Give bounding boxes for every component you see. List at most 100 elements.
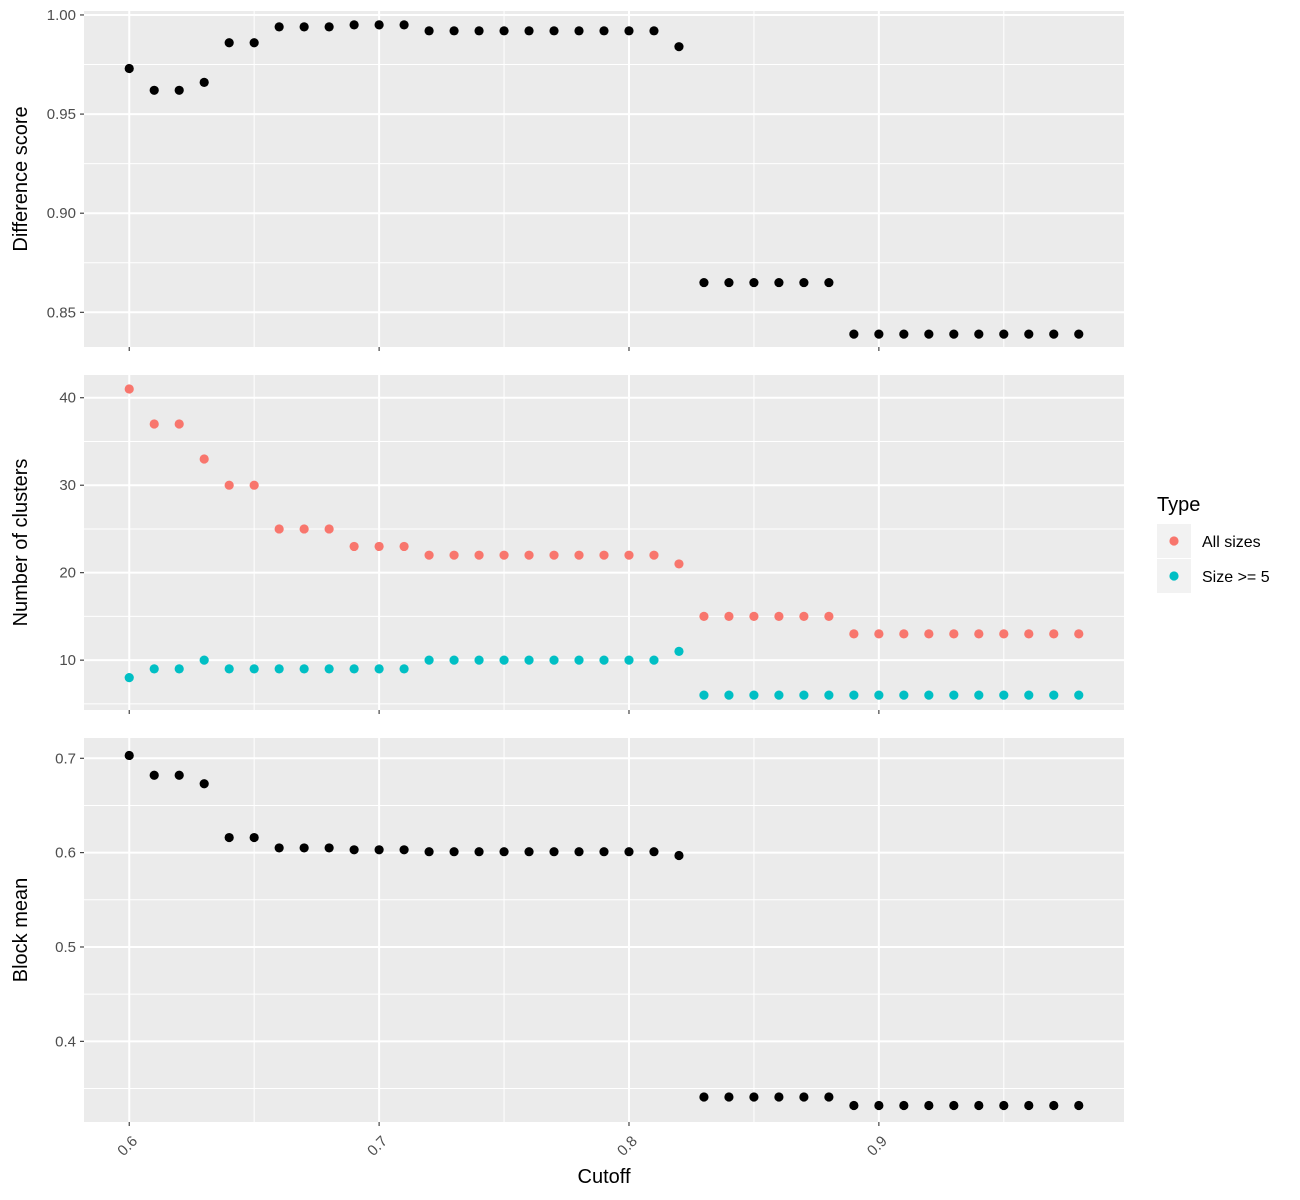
data-point (149, 419, 159, 429)
data-point (124, 750, 134, 761)
data-point (299, 524, 309, 534)
data-point (649, 847, 659, 857)
series-1 (124, 20, 1084, 339)
data-point (899, 690, 909, 700)
data-point (374, 541, 384, 552)
data-point (324, 22, 334, 32)
data-point (974, 329, 984, 339)
panel-2: 10 20 30 40 Number of clusters (10, 375, 1124, 714)
data-point (1074, 629, 1084, 639)
data-point (924, 1100, 934, 1111)
data-point (999, 329, 1009, 339)
data-point (574, 550, 584, 560)
data-point (449, 655, 459, 665)
data-point (1024, 690, 1034, 700)
data-point (549, 26, 559, 36)
data-point (524, 655, 534, 665)
legend-label: All sizes (1202, 534, 1261, 551)
data-point (399, 541, 409, 552)
data-point (249, 664, 259, 674)
data-point (349, 845, 359, 855)
data-point (974, 690, 984, 700)
data-point (849, 629, 859, 639)
data-point (174, 85, 184, 95)
data-point (474, 26, 484, 36)
data-point (399, 664, 409, 674)
data-point (149, 664, 159, 674)
data-point (149, 85, 159, 95)
data-point (874, 690, 884, 700)
data-point (524, 847, 534, 857)
data-point (549, 550, 559, 560)
data-point (224, 480, 234, 490)
data-point (924, 329, 934, 339)
data-point (824, 611, 834, 622)
data-point (1024, 1100, 1034, 1111)
data-point (524, 26, 534, 36)
data-point (599, 847, 609, 857)
x-axis-title: Cutoff (578, 1166, 631, 1188)
panel-background (84, 375, 1124, 710)
data-point (824, 277, 834, 288)
data-point (724, 1092, 734, 1102)
data-point (349, 20, 359, 30)
data-point (474, 655, 484, 665)
data-point (1049, 1100, 1059, 1111)
panel-background (84, 738, 1124, 1122)
y-tick-label: 0.4 (55, 1033, 76, 1050)
data-point (1024, 629, 1034, 639)
legend-swatch (1169, 571, 1179, 581)
y-tick-label: 30 (59, 477, 76, 494)
y-tick-label: 10 (59, 652, 76, 669)
y-tick-label: 0.85 (47, 304, 76, 321)
data-point (674, 850, 684, 861)
data-point (149, 770, 159, 780)
y-tick-label: 0.90 (47, 205, 76, 222)
data-point (699, 277, 709, 288)
data-point (999, 690, 1009, 700)
y-tick-label: 0.6 (55, 845, 76, 862)
data-point (724, 611, 734, 622)
data-point (774, 1092, 784, 1102)
data-point (674, 42, 684, 52)
data-point (899, 629, 909, 639)
data-point (274, 524, 284, 534)
data-point (424, 26, 434, 36)
panel-background (84, 11, 1124, 347)
data-point (699, 1092, 709, 1102)
y-tick-label: 0.5 (55, 939, 76, 956)
data-point (724, 690, 734, 700)
data-point (599, 550, 609, 560)
data-point (1024, 329, 1034, 339)
data-point (499, 847, 509, 857)
data-point (624, 655, 634, 665)
data-point (224, 832, 234, 843)
data-point (724, 277, 734, 288)
data-point (499, 655, 509, 665)
data-point (399, 20, 409, 30)
legend-swatch (1169, 536, 1179, 546)
data-point (549, 655, 559, 665)
data-point (574, 26, 584, 36)
data-point (549, 847, 559, 857)
y-tick-label: 0.95 (47, 106, 76, 123)
data-point (124, 384, 134, 394)
data-point (649, 655, 659, 665)
data-point (874, 329, 884, 339)
data-point (199, 454, 209, 464)
data-point (1074, 1100, 1084, 1111)
y-tick-label: 0.7 (55, 750, 76, 767)
data-point (849, 690, 859, 700)
legend-title: Type (1157, 494, 1200, 516)
data-point (224, 38, 234, 48)
data-point (649, 26, 659, 36)
x-tick-label: 0.8 (614, 1133, 641, 1160)
y-tick-label: 1.00 (47, 7, 76, 24)
data-point (999, 1100, 1009, 1111)
data-point (374, 664, 384, 674)
data-point (874, 1100, 884, 1111)
data-point (474, 847, 484, 857)
data-point (674, 559, 684, 569)
data-point (574, 847, 584, 857)
